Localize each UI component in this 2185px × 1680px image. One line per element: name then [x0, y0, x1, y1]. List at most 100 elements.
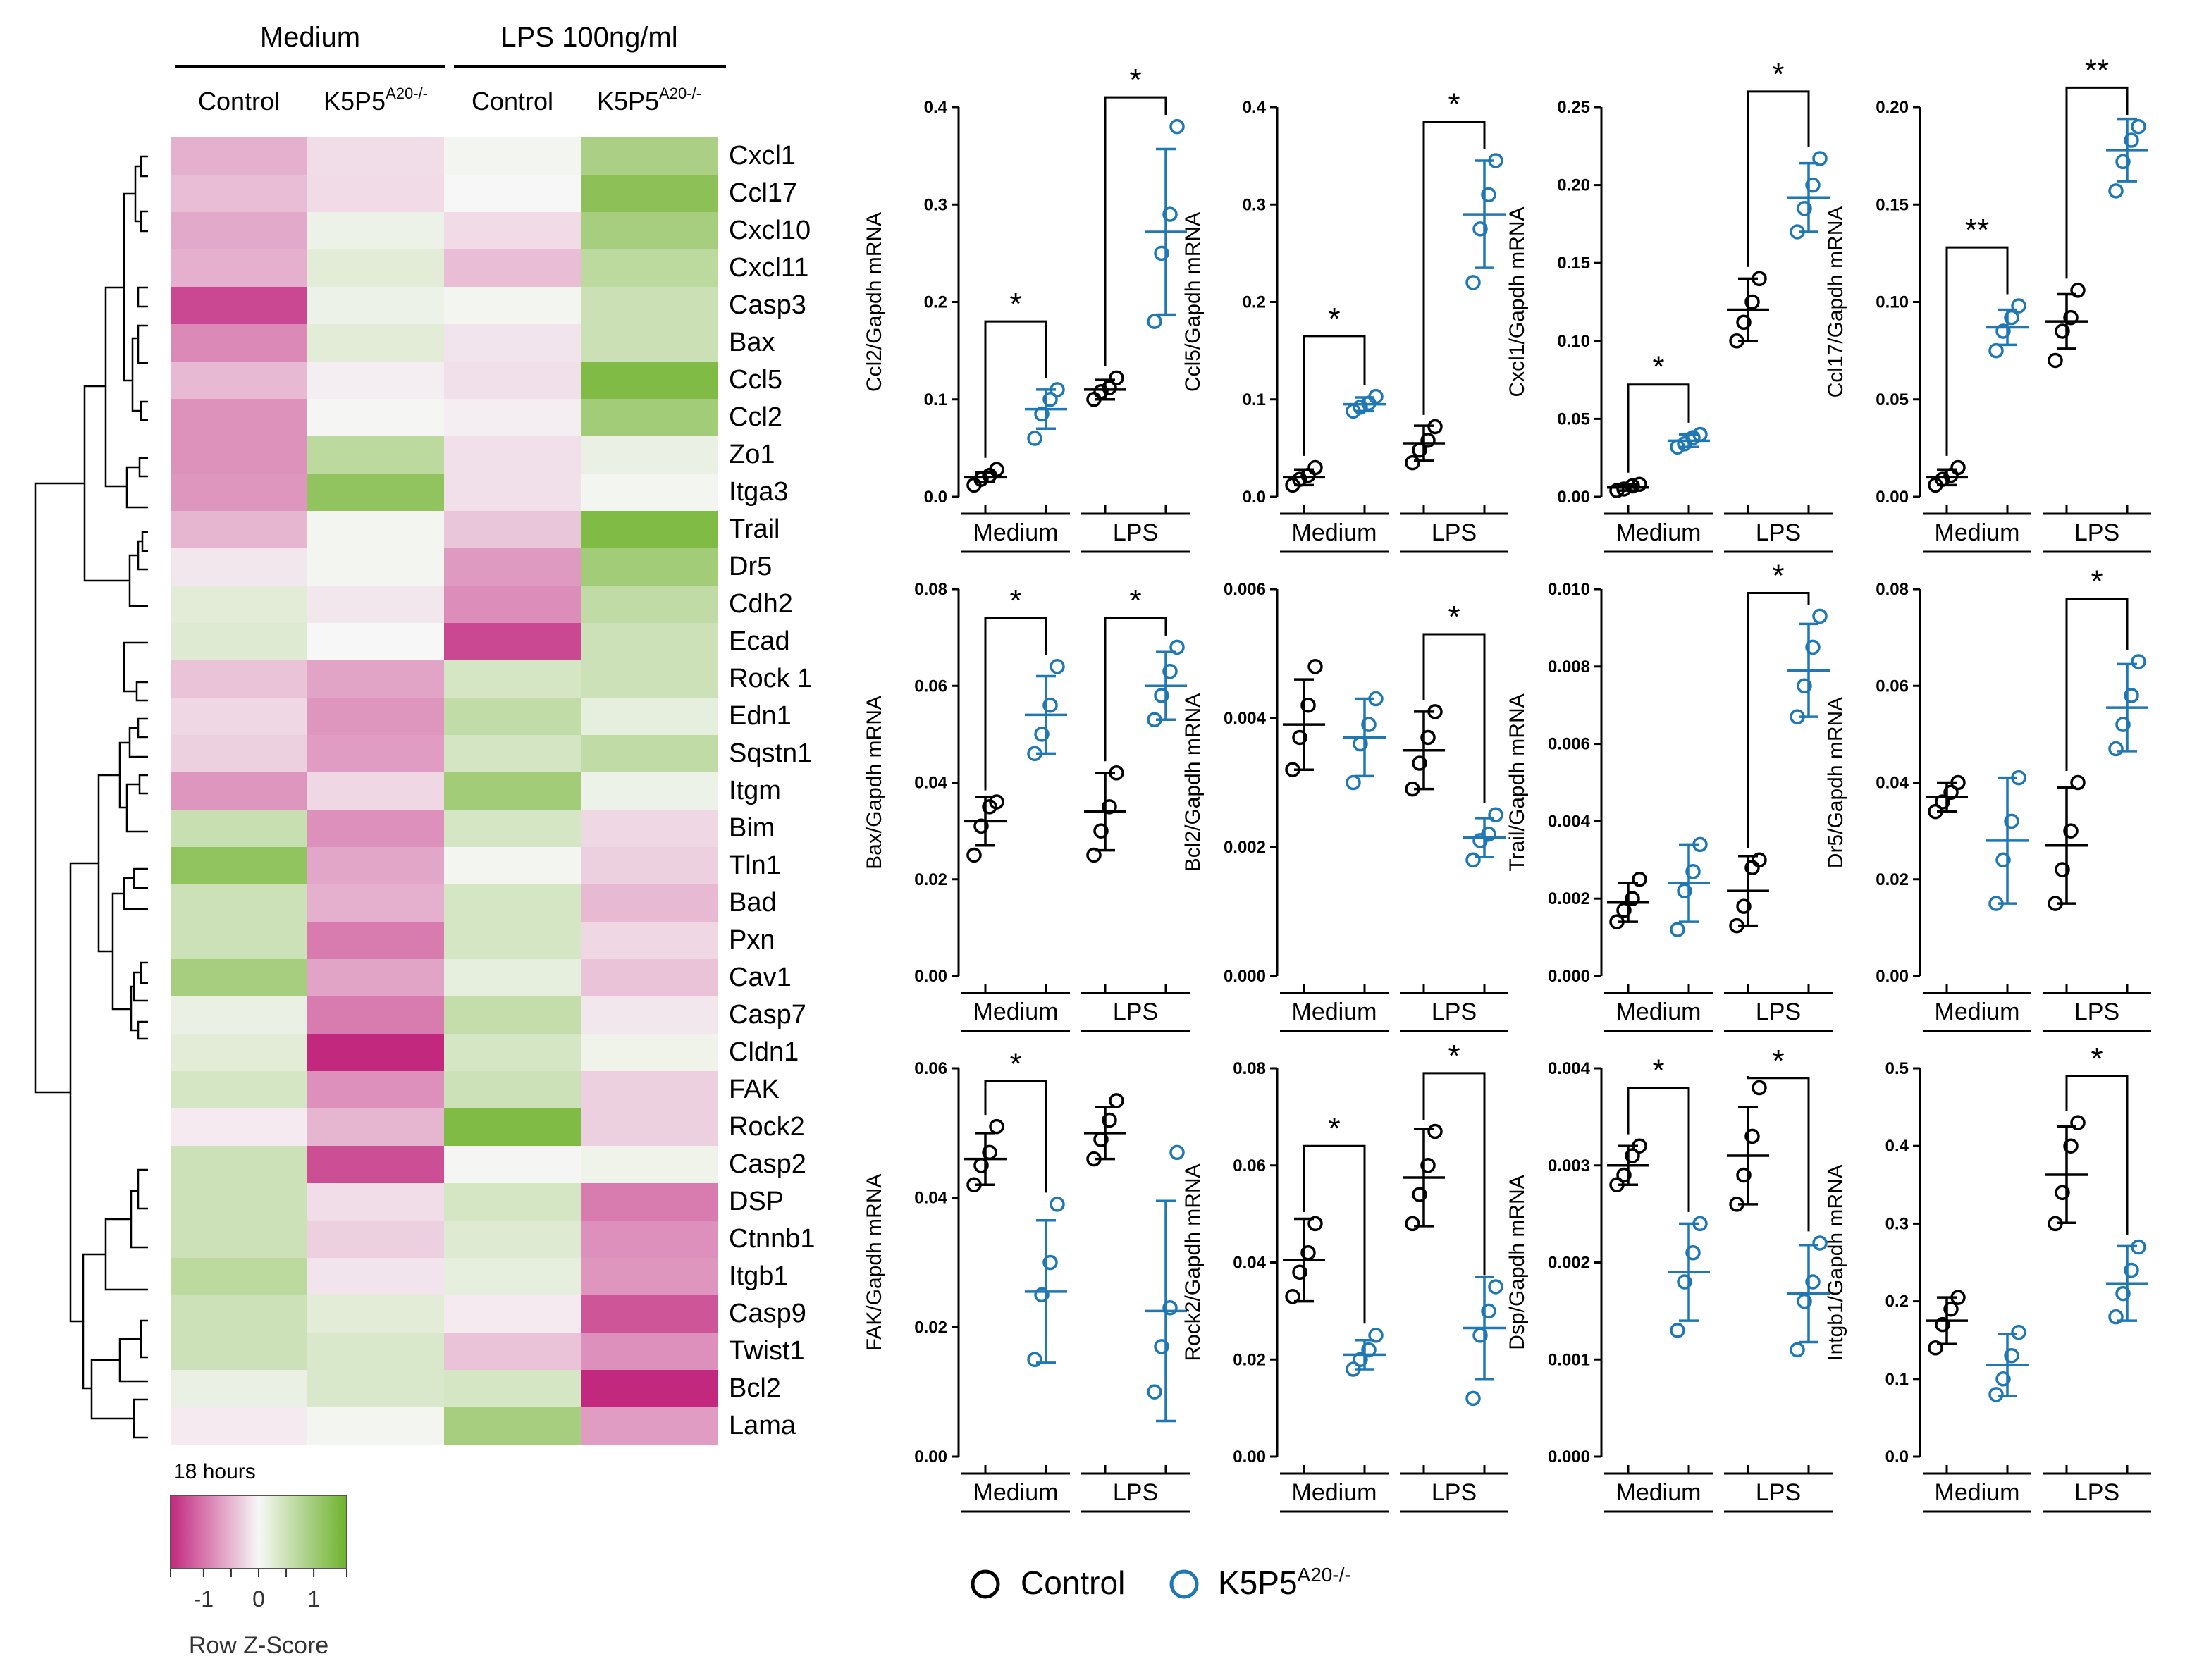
k5p5-legend-marker [1169, 1569, 1199, 1599]
y-axis-tick-label: 0.15 [1557, 254, 1590, 273]
y-axis-tick-label: 0.02 [914, 870, 947, 889]
y-axis-label: Bcl2/Gapdh mRNA [1181, 693, 1205, 872]
data-point [2063, 1138, 2079, 1154]
data-point [1346, 774, 1361, 791]
heatmap-cell [444, 959, 581, 997]
data-point [1609, 914, 1625, 929]
data-point [2108, 183, 2124, 199]
dendrogram-branch [137, 1168, 148, 1210]
y-axis-tick-label: 0.4 [1243, 98, 1267, 117]
data-point [1427, 1123, 1443, 1139]
heatmap-cell [444, 1370, 581, 1408]
x-group-label: LPS [1432, 999, 1477, 1025]
data-point [1632, 1138, 1647, 1154]
data-point [966, 1177, 982, 1193]
dendrogram-branch [90, 1359, 134, 1420]
heatmap-cell [581, 660, 718, 698]
x-group-label: Medium [1935, 519, 2020, 546]
heatmap-column-label: K5P5A20-/- [597, 85, 701, 116]
significance-bracket [2065, 86, 2129, 279]
y-axis-tick-label: 0.08 [1233, 1059, 1266, 1078]
data-point [1034, 727, 1050, 742]
heatmap-cell [307, 548, 445, 586]
heatmap-cell [444, 362, 581, 400]
heatmap-cell [581, 511, 718, 549]
y-axis-tick-label: 0.3 [1243, 195, 1266, 214]
data-point [1488, 807, 1503, 822]
x-group-label: LPS [2074, 1479, 2119, 1506]
heatmap-gene-label: Tln1 [729, 851, 781, 880]
heatmap-cell [581, 735, 718, 773]
significance-bracket [1747, 1076, 1810, 1232]
dendrogram-branch [135, 681, 148, 702]
heatmap-cell [444, 698, 581, 736]
heatmap-cell [581, 959, 718, 997]
data-point [1797, 201, 1812, 216]
data-point [1752, 852, 1767, 868]
y-axis-tick-label: 0.1 [1243, 390, 1266, 409]
heatmap-cell [444, 436, 581, 474]
heatmap-cell [444, 884, 581, 922]
heatmap-cell [307, 922, 445, 960]
heatmap-cell [444, 474, 581, 512]
dendrogram-branch [140, 1319, 148, 1359]
y-axis-tick-label: 0.00 [1557, 488, 1590, 507]
dendrogram-branch [123, 641, 148, 693]
significance-label: * [1129, 63, 1141, 97]
heatmap-cell [581, 1183, 718, 1221]
y-axis-label: Dr5/Gapdh mRNA [1824, 697, 1847, 868]
data-point [1692, 1216, 1708, 1232]
heatmap-cell [581, 1370, 718, 1408]
heatmap-gene-label: Casp9 [729, 1299, 806, 1328]
heatmap-gene-label: Bcl2 [729, 1373, 781, 1403]
dendrogram-branch [34, 482, 85, 1094]
heatmap-cell [171, 660, 308, 698]
significance-label: * [2091, 564, 2103, 599]
heatmap-cell [307, 436, 445, 474]
data-point [2070, 1115, 2086, 1130]
color-key-bar [170, 1495, 347, 1569]
significance-bracket [984, 320, 1047, 458]
dendrogram-branch [123, 192, 135, 382]
y-axis-tick-label: 0.001 [1548, 1350, 1590, 1369]
heatmap-cell [581, 1108, 718, 1147]
heatmap-cell [444, 287, 581, 325]
data-point [2063, 309, 2079, 326]
heatmap-cell [171, 175, 308, 213]
heatmap-cell [307, 1258, 445, 1296]
heatmap-gene-label: Bax [729, 328, 775, 357]
y-axis-tick-label: 0.000 [1548, 967, 1590, 986]
data-point [1488, 1279, 1503, 1295]
data-point [1632, 476, 1647, 493]
heatmap-cell [307, 735, 445, 773]
heatmap-cell [581, 548, 718, 586]
heatmap-cell [307, 1108, 445, 1147]
y-axis-tick-label: 0.1 [924, 390, 947, 409]
data-point [1670, 439, 1685, 455]
heatmap-cell [581, 698, 718, 736]
heatmap-cell [444, 1071, 581, 1109]
data-point [1943, 1301, 1959, 1317]
significance-bracket [984, 617, 1047, 791]
data-point [1950, 459, 1966, 476]
y-axis-tick-label: 0.06 [914, 677, 947, 696]
y-axis-tick-label: 0.0 [1243, 488, 1266, 507]
data-point [1093, 383, 1109, 400]
scatter-panel: 0.000 0.002 0.004 0.006 0.008 0.010 Trail/Gapd… [1506, 558, 1833, 1032]
data-point [1729, 333, 1744, 349]
heatmap-cell [171, 212, 308, 250]
heatmap-cell [581, 623, 718, 661]
data-point [2070, 283, 2086, 298]
heatmap-cell [171, 1183, 308, 1221]
significance-label: ** [2085, 53, 2109, 87]
heatmap-cell [171, 249, 308, 288]
heatmap-gene-label: Cxcl1 [729, 141, 796, 171]
data-point [1736, 898, 1752, 914]
significance-label: * [1009, 1046, 1021, 1081]
heatmap-cell [581, 175, 718, 213]
data-point [973, 818, 989, 834]
heatmap-gene-label: Casp7 [729, 1000, 806, 1030]
heatmap-gene-label: Itga3 [729, 477, 789, 507]
